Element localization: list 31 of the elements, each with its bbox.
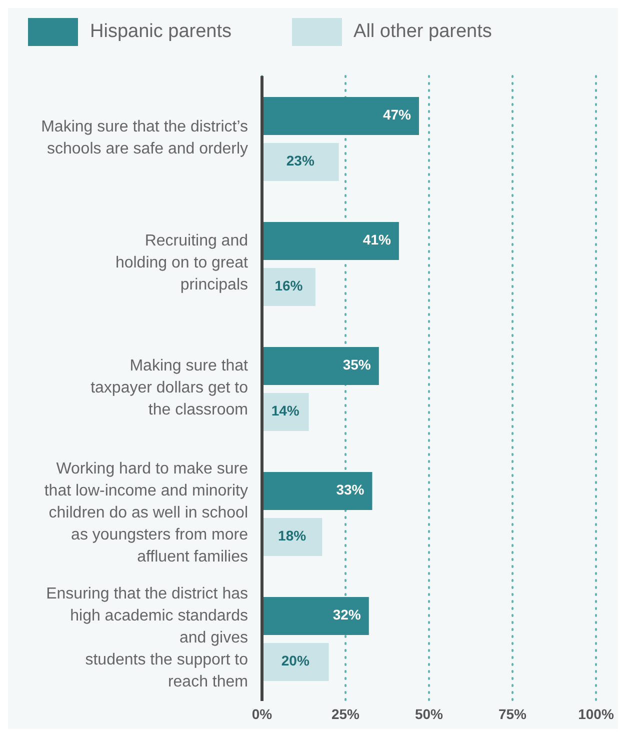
- x-tick-label: 75%: [498, 706, 528, 722]
- bar: [262, 143, 339, 181]
- data-label: 35%: [342, 356, 372, 373]
- x-tick-label: 50%: [414, 706, 444, 722]
- data-label: 32%: [332, 606, 362, 623]
- x-tick-label: 0%: [252, 706, 273, 722]
- y-tick-label: Making sure that the district’s schools are safe and orderly: [41, 118, 248, 158]
- bar: [262, 268, 316, 306]
- bar: [262, 518, 322, 556]
- data-label: 16%: [274, 278, 304, 294]
- legend-label: All other parents: [354, 21, 492, 43]
- bar: [262, 643, 329, 681]
- data-label: 41%: [362, 232, 392, 248]
- legend-label: Hispanic parents: [90, 21, 232, 43]
- bar: [262, 222, 399, 260]
- data-label: 14%: [271, 402, 300, 419]
- data-label: 18%: [278, 528, 307, 544]
- data-label: 20%: [281, 652, 310, 669]
- y-tick-label: Working hard to make sure that low-income and minority children do as well in school as youngsters from more affluent families: [44, 460, 248, 566]
- data-label: 47%: [382, 106, 412, 123]
- data-label: 33%: [336, 482, 365, 498]
- y-tick-label: Recruiting and holding on to great principals: [115, 232, 249, 294]
- x-tick-label: 25%: [331, 706, 360, 722]
- data-label: 23%: [286, 152, 315, 169]
- y-tick-label: Making sure that taxpayer dollars get to the classroom: [90, 358, 249, 419]
- y-tick-label: Ensuring that the district has high academic standards and gives students the support to reach them: [46, 586, 248, 691]
- x-tick-label: 100%: [578, 706, 614, 722]
- bar: [262, 597, 369, 635]
- bar: [262, 347, 379, 385]
- bar: [262, 97, 419, 135]
- bar: [262, 472, 372, 510]
